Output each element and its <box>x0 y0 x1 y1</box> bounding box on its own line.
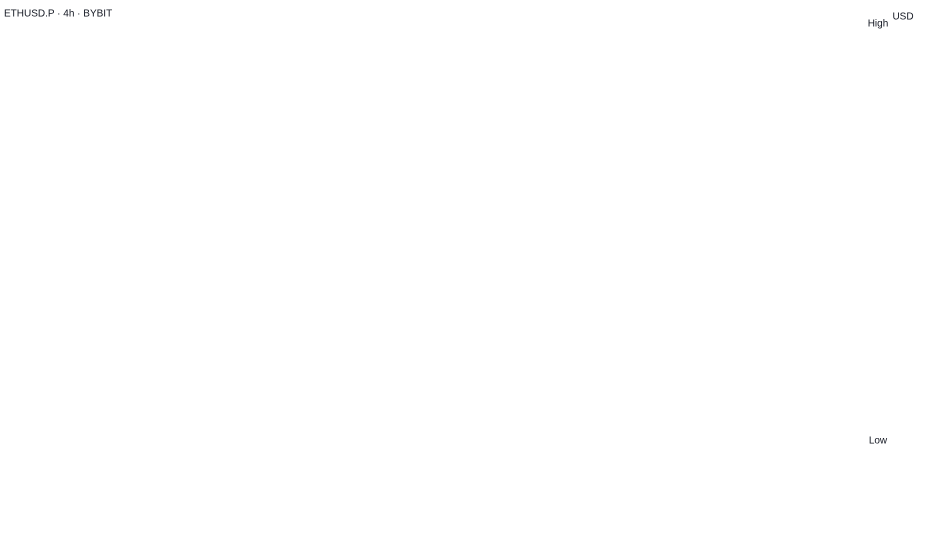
high-text: High <box>868 19 889 30</box>
currency: USD <box>892 12 913 23</box>
low-text: Low <box>869 436 888 447</box>
chart-title: ETHUSD.P · 4h · BYBIT <box>4 9 112 20</box>
